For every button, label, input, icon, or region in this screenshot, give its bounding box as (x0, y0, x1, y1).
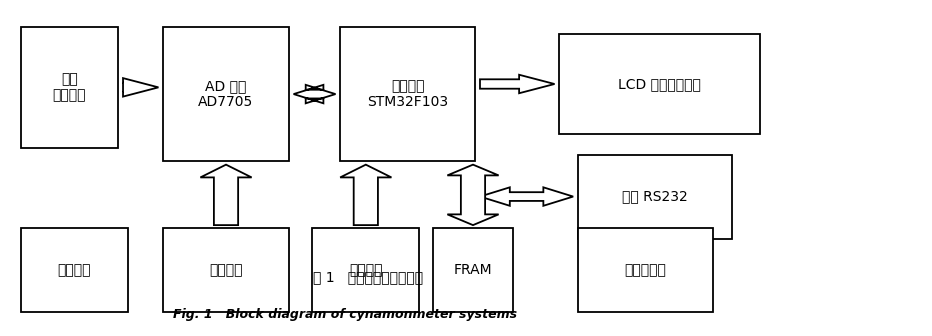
Polygon shape (480, 75, 555, 93)
Text: 采样
滤波网络: 采样 滤波网络 (53, 72, 86, 102)
Bar (340, 27, 475, 161)
Bar (578, 155, 732, 239)
Bar (163, 27, 289, 161)
Bar (578, 228, 713, 312)
Bar (21, 27, 118, 148)
Polygon shape (123, 78, 158, 97)
Polygon shape (447, 165, 499, 225)
Text: AD 变换
AD7705: AD 变换 AD7705 (199, 79, 254, 109)
Bar (163, 228, 289, 312)
Polygon shape (480, 187, 573, 206)
Bar (559, 34, 760, 134)
Polygon shape (294, 85, 336, 103)
Text: 图 1   测力仪系统组成框图: 图 1 测力仪系统组成框图 (313, 270, 423, 284)
Text: 微型打印机: 微型打印机 (624, 263, 666, 278)
Text: 通讯 RS232: 通讯 RS232 (622, 190, 688, 204)
Polygon shape (200, 165, 252, 225)
Text: FRAM: FRAM (454, 263, 492, 278)
Text: 实时时钉: 实时时钉 (350, 263, 382, 278)
Bar (433, 228, 513, 312)
Text: Fig. 1   Block diagram of cynamonmeter systems: Fig. 1 Block diagram of cynamonmeter sys… (172, 308, 517, 321)
Polygon shape (340, 165, 391, 225)
Bar (21, 228, 128, 312)
Bar (312, 228, 419, 312)
Text: 电源管理: 电源管理 (58, 263, 90, 278)
Text: LCD 显示或数码管: LCD 显示或数码管 (618, 77, 701, 91)
Text: 基准参考: 基准参考 (210, 263, 242, 278)
Text: 微处理器
STM32F103: 微处理器 STM32F103 (367, 79, 448, 109)
